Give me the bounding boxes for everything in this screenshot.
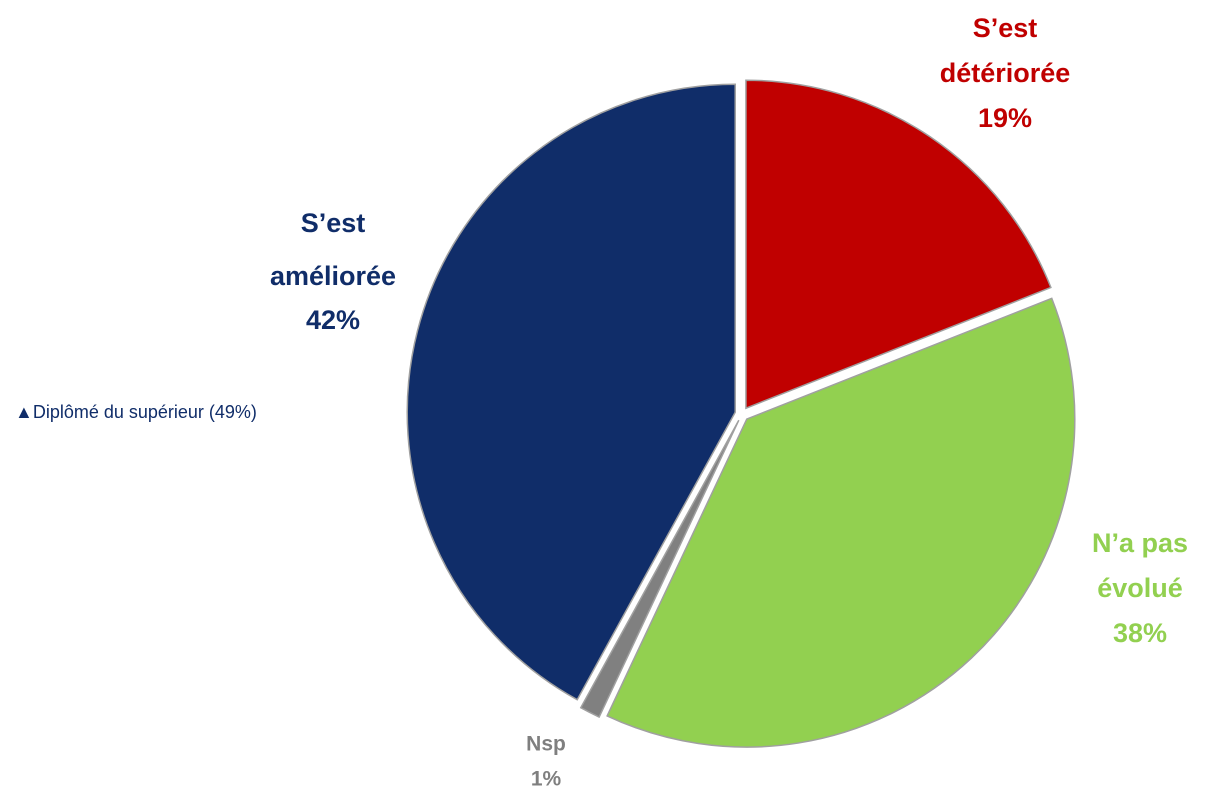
slice-value-label: 1%	[531, 768, 562, 787]
annotation: ▲Diplômé du supérieur (49%)	[15, 402, 257, 422]
pie-slice	[606, 297, 1076, 748]
pie-slice	[579, 419, 740, 719]
slice-label: évolué	[1097, 573, 1183, 603]
slice-value-label: 38%	[1113, 618, 1167, 648]
slice-label: détériorée	[940, 58, 1071, 88]
pie-slice	[745, 79, 1052, 410]
slice-label: S’est	[973, 13, 1038, 43]
slice-value-label: 19%	[978, 103, 1032, 133]
slice-label: S’est	[301, 208, 366, 238]
pie-slice	[406, 83, 736, 701]
slice-label: améliorée	[270, 261, 396, 291]
slice-value-label: 42%	[306, 305, 360, 335]
slice-label: N’a pas	[1092, 528, 1188, 558]
slice-label: Nsp	[526, 733, 566, 756]
